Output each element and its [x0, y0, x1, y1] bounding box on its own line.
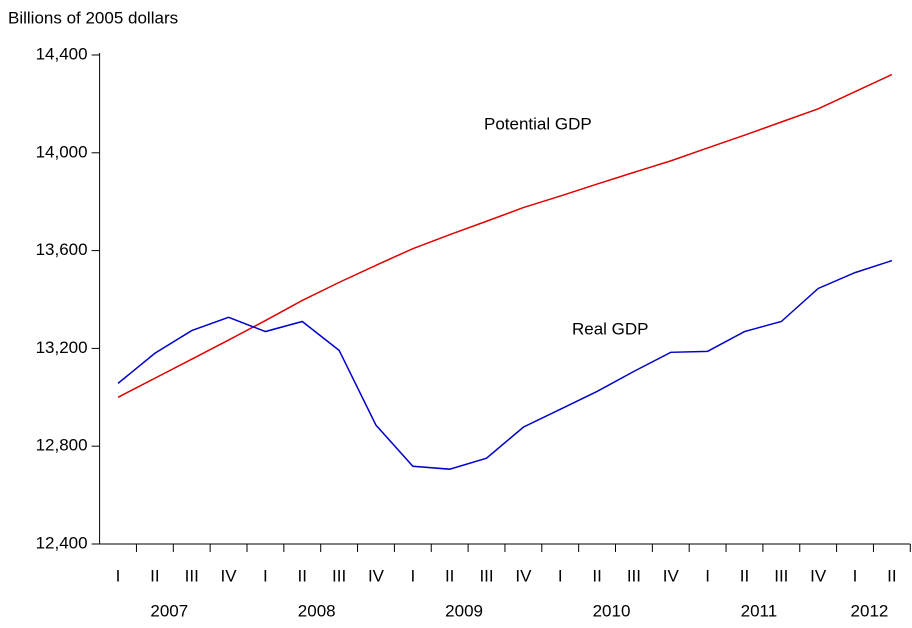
x-tick-label: III: [774, 566, 788, 585]
x-tick-label: IV: [663, 566, 680, 585]
year-label: 2008: [298, 601, 336, 620]
x-tick-label: III: [332, 566, 346, 585]
series-label: Potential GDP: [484, 114, 592, 133]
x-tick-label: III: [627, 566, 641, 585]
x-tick-label: I: [410, 566, 415, 585]
x-tick-label: III: [185, 566, 199, 585]
series-line: [117, 259, 893, 470]
x-tick-label: I: [853, 566, 858, 585]
x-tick-label: IV: [221, 566, 238, 585]
x-tick-label: II: [150, 566, 159, 585]
y-tick-label: 13,200: [36, 338, 88, 357]
x-tick-label: I: [116, 566, 121, 585]
series-line: [117, 73, 893, 398]
year-label: 2012: [851, 601, 889, 620]
y-tick-label: 12,800: [36, 436, 88, 455]
year-label: 2010: [593, 601, 631, 620]
x-tick-label: III: [479, 566, 493, 585]
y-tick-label: 14,000: [36, 142, 88, 161]
x-tick-label: IV: [515, 566, 532, 585]
x-tick-label: II: [592, 566, 601, 585]
x-tick-label: II: [740, 566, 749, 585]
x-tick-label: I: [263, 566, 268, 585]
x-tick-label: II: [887, 566, 896, 585]
x-tick-label: IV: [810, 566, 827, 585]
series-label: Real GDP: [572, 319, 649, 338]
x-tick-label: I: [705, 566, 710, 585]
y-axis-label: Billions of 2005 dollars: [8, 8, 178, 27]
x-tick-label: II: [298, 566, 307, 585]
y-tick-label: 14,400: [36, 44, 88, 63]
year-label: 2007: [150, 601, 188, 620]
year-label: 2009: [445, 601, 483, 620]
year-label: 2011: [741, 601, 778, 620]
x-tick-label: II: [445, 566, 454, 585]
x-tick-label: I: [558, 566, 563, 585]
y-tick-label: 13,600: [36, 240, 88, 259]
y-tick-label: 12,400: [36, 533, 88, 552]
x-tick-label: IV: [368, 566, 385, 585]
